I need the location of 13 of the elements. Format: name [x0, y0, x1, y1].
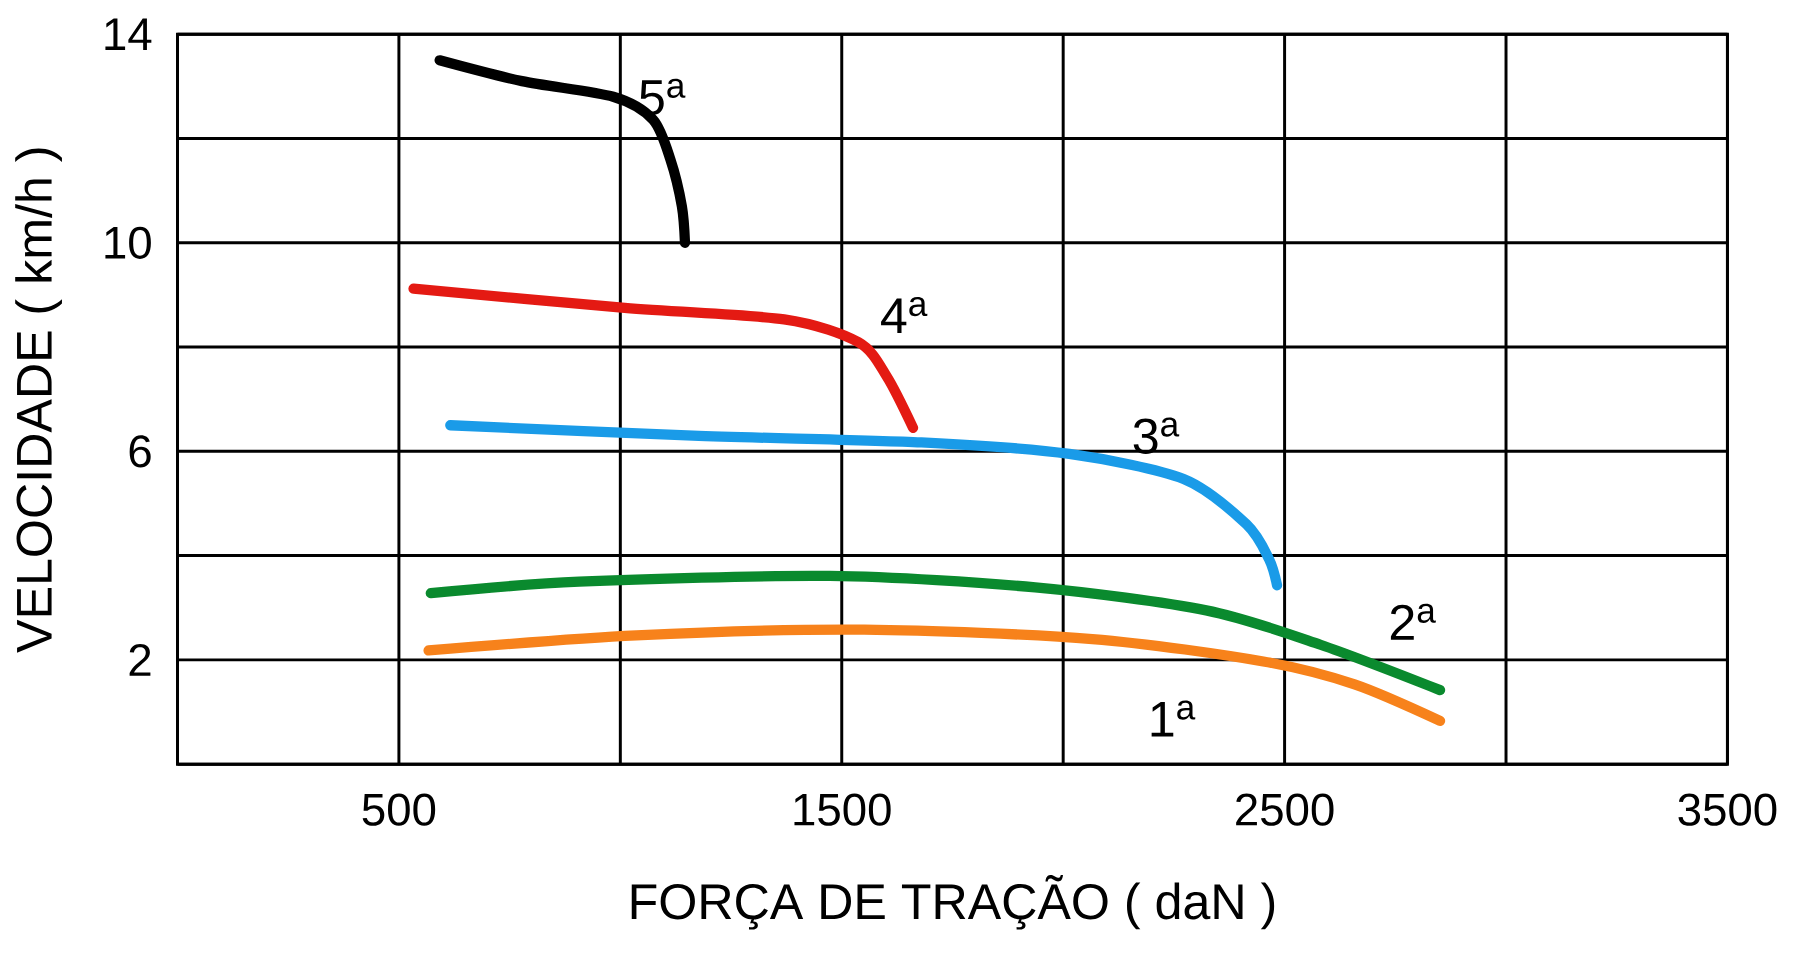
y-tick-label: 14: [105, 18, 152, 51]
series-label: 2$^{a}$: [1390, 603, 1436, 640]
x-axis-title: FORÇA DE TRAÇÃO ( daN ): [631, 875, 1275, 930]
y-tick-label: 10: [105, 226, 151, 260]
y-axis-title: VELOCIDADE ( km/h ): [15, 148, 62, 653]
x-tick-label: 3500: [1678, 793, 1777, 826]
series-label: 1$^{a}$: [1151, 700, 1196, 737]
x-tick-label: 1500: [794, 793, 891, 826]
y-tick-label: 2: [129, 644, 151, 676]
series-label: 4$^{a}$: [881, 297, 928, 334]
y-tick-label: 6: [129, 435, 151, 468]
x-tick-label: 2500: [1236, 793, 1334, 826]
x-tick-label: 500: [362, 793, 436, 826]
